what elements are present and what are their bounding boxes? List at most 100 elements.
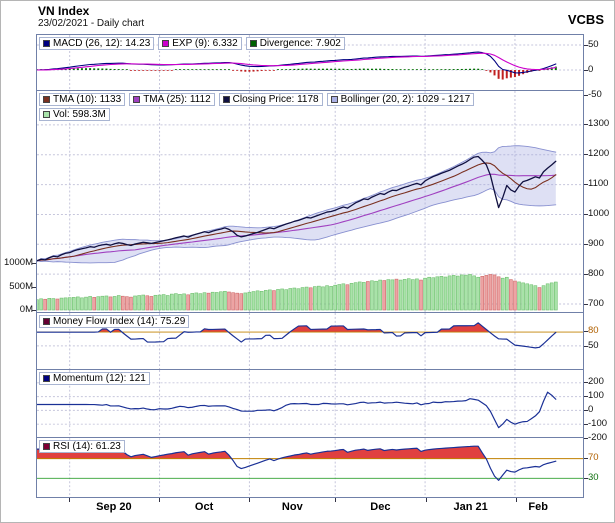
macd-axis-label: -50 <box>588 89 602 100</box>
axis-tick <box>584 438 588 439</box>
mfi-axis-label: 80 <box>588 325 599 337</box>
axis-tick <box>68 498 70 502</box>
momentum-axis-label: 0 <box>588 404 594 415</box>
momentum-axis-label: 200 <box>588 376 604 387</box>
rsi-axis-label: 30 <box>588 472 599 483</box>
momentum-legend-row: Momentum (12): 121 <box>39 372 150 385</box>
chart-frame: MACD (26, 12): 14.23 EXP (9): 6.332 Dive… <box>36 34 584 498</box>
legend-tma10-label: TMA (10): 1133 <box>53 93 122 105</box>
volume-axis-label: 500M <box>9 280 33 292</box>
legend-volume-label: Vol: 598.3M <box>53 108 106 120</box>
tma10-swatch-icon <box>43 96 50 103</box>
macd-legend-row: MACD (26, 12): 14.23 EXP (9): 6.332 Dive… <box>39 37 345 50</box>
price-axis-label: 700 <box>588 298 604 309</box>
momentum-axis-label: -200 <box>588 432 608 443</box>
axis-tick <box>584 304 588 305</box>
month-label-feb: Feb <box>528 501 548 513</box>
legend-macd[interactable]: MACD (26, 12): 14.23 <box>39 37 155 50</box>
mfi-plot[interactable] <box>37 313 583 369</box>
axis-tick <box>584 184 588 185</box>
rsi-legend-row: RSI (14): 61.23 <box>39 440 125 453</box>
axis-tick <box>584 70 588 71</box>
axis-tick <box>584 345 588 347</box>
legend-tma25-label: TMA (25): 1112 <box>143 93 211 105</box>
axis-tick <box>32 286 36 288</box>
axis-tick <box>32 263 36 264</box>
axis-tick <box>584 95 588 96</box>
axis-tick <box>584 382 588 383</box>
exp-swatch-icon <box>162 40 170 47</box>
price-legend-row: TMA (10): 1133 TMA (25): 1112 Closing Pr… <box>39 93 475 106</box>
axis-tick <box>584 458 588 459</box>
price-axis-label: 1300 <box>588 118 610 129</box>
axis-tick <box>584 396 588 397</box>
axis-tick <box>584 424 588 425</box>
mfi-panel: Money Flow Index (14): 75.29 <box>37 312 583 369</box>
legend-volume[interactable]: Vol: 598.3M <box>39 108 110 121</box>
momentum-panel: Momentum (12): 121 <box>37 369 583 437</box>
macd-swatch-icon <box>43 40 50 47</box>
mfi-swatch-icon <box>43 318 50 325</box>
macd-axis-label: 50 <box>588 39 599 50</box>
legend-rsi[interactable]: RSI (14): 61.23 <box>39 440 125 453</box>
brand-logo-text: VCBS <box>567 12 604 27</box>
axis-tick <box>584 331 588 333</box>
mfi-legend-row: Money Flow Index (14): 75.29 <box>39 315 190 328</box>
price-axis-label: 1100 <box>588 178 609 189</box>
price-axis-label: 800 <box>588 268 604 279</box>
macd-panel: MACD (26, 12): 14.23 EXP (9): 6.332 Dive… <box>37 35 583 90</box>
month-label-nov: Nov <box>281 501 303 513</box>
rsi-swatch-icon <box>43 443 50 450</box>
legend-bollinger-label: Bollinger (20, 2): 1029 - 1217 <box>340 93 471 105</box>
legend-exp[interactable]: EXP (9): 6.332 <box>158 37 242 50</box>
legend-exp-label: EXP (9): 6.332 <box>172 37 238 49</box>
momentum-plot[interactable] <box>37 370 583 437</box>
volume-swatch-icon <box>43 111 50 118</box>
axis-tick <box>584 274 588 275</box>
tma25-swatch-icon <box>133 96 141 103</box>
legend-momentum-label: Momentum (12): 121 <box>53 372 146 384</box>
mfi-axis-label: 50 <box>588 339 599 351</box>
axis-tick <box>425 498 427 502</box>
axis-tick <box>584 244 588 245</box>
price-axis-label: 1000 <box>588 208 610 219</box>
month-label-dec: Dec <box>370 501 391 513</box>
volume-legend-row: Vol: 598.3M <box>39 108 110 121</box>
legend-bollinger[interactable]: Bollinger (20, 2): 1029 - 1217 <box>326 93 475 106</box>
momentum-axis-label: -100 <box>588 418 608 429</box>
legend-tma25[interactable]: TMA (25): 1112 <box>129 93 215 106</box>
legend-mfi[interactable]: Money Flow Index (14): 75.29 <box>39 315 190 328</box>
volume-axis-label: 0M <box>19 304 33 315</box>
volume-axis-label: 1000M <box>3 257 33 268</box>
price-panel: TMA (10): 1133 TMA (25): 1112 Closing Pr… <box>37 90 583 312</box>
month-label-oct: Oct <box>194 501 214 513</box>
axis-tick <box>584 478 588 479</box>
price-plot[interactable] <box>37 91 583 312</box>
legend-closing-price[interactable]: Closing Price: 1178 <box>218 93 323 106</box>
month-label-jan-21: Jan 21 <box>453 501 488 513</box>
legend-mfi-label: Money Flow Index (14): 75.29 <box>53 315 186 327</box>
axis-tick <box>515 498 517 502</box>
legend-rsi-label: RSI (14): 61.23 <box>53 440 121 452</box>
axis-tick <box>32 310 36 311</box>
rsi-panel: RSI (14): 61.23 <box>37 437 583 497</box>
legend-closing-price-label: Closing Price: 1178 <box>232 93 319 105</box>
page-title: VN Index <box>38 4 90 18</box>
legend-divergence[interactable]: Divergence: 7.902 <box>245 37 345 50</box>
bollinger-swatch-icon <box>330 96 338 103</box>
axis-tick <box>584 214 588 215</box>
axis-tick <box>584 154 588 155</box>
chart-date-subtitle: 23/02/2021 - Daily chart <box>38 18 145 29</box>
legend-momentum[interactable]: Momentum (12): 121 <box>39 372 150 385</box>
momentum-axis-label: 100 <box>588 390 604 401</box>
month-label-sep-20: Sep 20 <box>96 501 132 513</box>
axis-tick <box>159 498 160 502</box>
closing-price-swatch-icon <box>222 96 230 103</box>
axis-tick <box>335 498 337 502</box>
price-axis-label: 1200 <box>588 148 610 159</box>
rsi-axis-label: 70 <box>588 452 599 463</box>
legend-tma10[interactable]: TMA (10): 1133 <box>39 93 126 106</box>
axis-tick <box>249 498 251 502</box>
price-axis-label: 900 <box>588 238 604 249</box>
